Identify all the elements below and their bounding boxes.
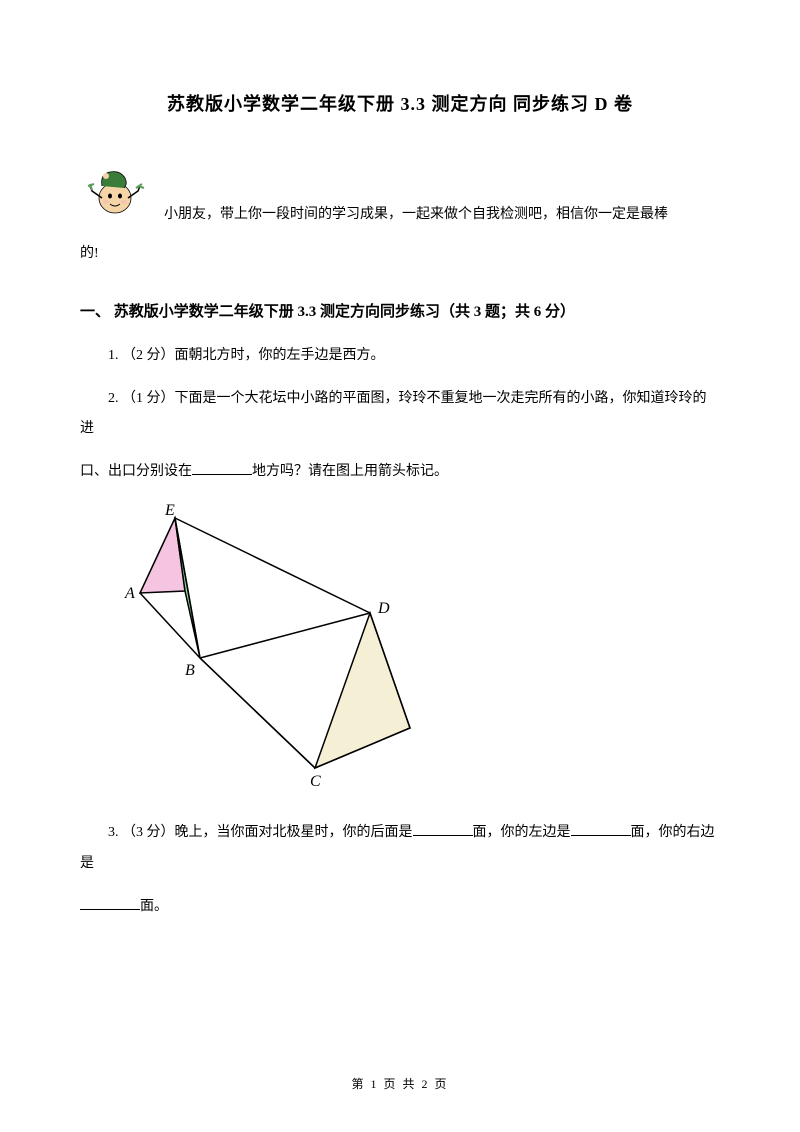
geometry-diagram: E A B C D — [110, 503, 720, 798]
page-footer: 第 1 页 共 2 页 — [0, 1075, 800, 1092]
blank-fill[interactable] — [413, 822, 473, 836]
label-D: D — [377, 600, 390, 617]
intro-text-line2: 的! — [80, 239, 720, 270]
label-E: E — [164, 503, 175, 519]
intro-section: 小朋友，带上你一段时间的学习成果，一起来做个自我检测吧，相信你一定是最棒 的! — [80, 156, 720, 270]
question-3: 3. （3 分）晚上，当你面对北极星时，你的后面是面，你的左边是面，你的右边是 — [80, 818, 720, 880]
question-3-continuation: 面。 — [80, 892, 720, 923]
blank-fill[interactable] — [571, 822, 631, 836]
intro-text-line1: 小朋友，带上你一段时间的学习成果，一起来做个自我检测吧，相信你一定是最棒 — [164, 207, 668, 222]
label-A: A — [124, 585, 135, 602]
section-header: 一、 苏教版小学数学二年级下册 3.3 测定方向同步练习（共 3 题；共 6 分… — [80, 300, 720, 321]
question-1: 1. （2 分）面朝北方时，你的左手边是西方。 — [80, 341, 720, 372]
q3-part1: 3. （3 分）晚上，当你面对北极星时，你的后面是 — [108, 825, 413, 840]
label-B: B — [185, 662, 195, 679]
blank-fill[interactable] — [80, 896, 140, 910]
q3-part2: 面，你的左边是 — [473, 825, 571, 840]
question-2-line2: 口、出口分别设在 地方吗？请在图上用箭头标记。 — [80, 457, 720, 488]
page-title: 苏教版小学数学二年级下册 3.3 测定方向 同步练习 D 卷 — [80, 90, 720, 116]
q2-text-after: 地方吗？请在图上用箭头标记。 — [252, 464, 448, 479]
q3-part4: 面。 — [140, 899, 168, 914]
mascot-icon — [80, 156, 150, 231]
question-2-line1: 2. （1 分）下面是一个大花坛中小路的平面图，玲玲不重复地一次走完所有的小路，… — [80, 384, 720, 446]
blank-fill[interactable] — [192, 461, 252, 475]
label-C: C — [310, 773, 321, 790]
q2-text-before: 口、出口分别设在 — [80, 464, 192, 479]
